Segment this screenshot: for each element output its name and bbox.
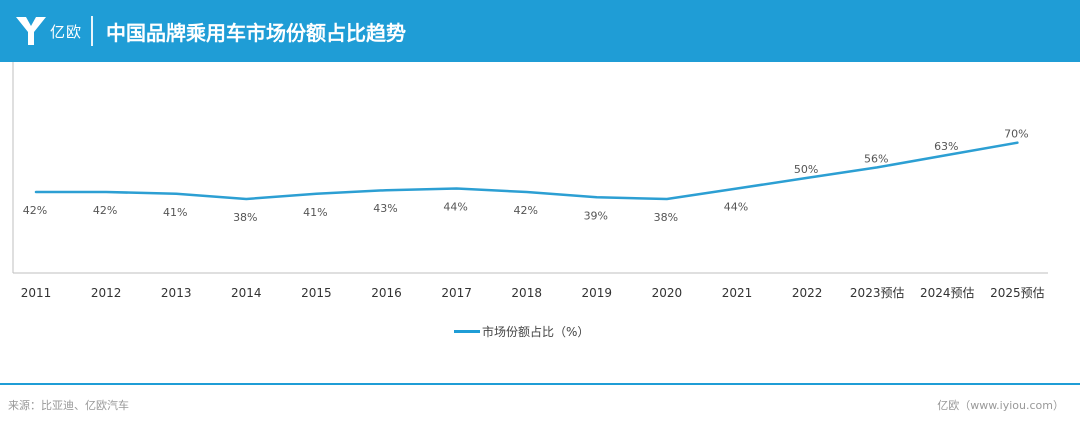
legend-swatch (454, 329, 480, 333)
x-tick-label: 2018 (511, 286, 542, 300)
data-labels: 42% 42% 41% 38% 41% 43% 44% 42% 39% 38% 44% 50% 56% 6… (23, 128, 1029, 224)
x-tick-labels: 2011 2012 2013 2014 2015 2016 2017 2018 2019 2020… (21, 286, 1045, 300)
x-tick-label: 2024预估 (920, 286, 975, 300)
logo-text: 亿欧 (50, 23, 83, 41)
data-label: 41% (163, 206, 187, 219)
data-label: 44% (443, 201, 467, 214)
yiou-logo-icon (16, 17, 46, 45)
data-label: 42% (513, 204, 537, 217)
series-line (34, 141, 1019, 201)
data-label: 42% (23, 204, 47, 217)
x-tick-label: 2025预估 (990, 286, 1045, 300)
header-divider (91, 16, 93, 46)
x-tick-label: 2011 (21, 286, 52, 300)
data-label: 50% (794, 163, 818, 176)
x-tick-label: 2013 (161, 286, 192, 300)
credit-note: 亿欧（www.iyiou.com） (937, 399, 1064, 412)
header-bar: 亿欧 中国品牌乘用车市场份额占比趋势 (0, 0, 1080, 62)
x-tick-label: 2016 (371, 286, 402, 300)
data-label: 63% (934, 140, 958, 153)
data-label: 44% (724, 201, 748, 214)
x-tick-label: 2017 (441, 286, 472, 300)
x-tick-label: 2022 (792, 286, 823, 300)
chart-legend: 市场份额占比（%） (454, 322, 589, 340)
data-label: 39% (584, 209, 608, 222)
x-tick-label: 2015 (301, 286, 332, 300)
x-tick-label: 2020 (652, 286, 683, 300)
data-label: 42% (93, 204, 117, 217)
x-tick-label: 2019 (582, 286, 613, 300)
data-label: 38% (233, 211, 257, 224)
x-tick-label: 2021 (722, 286, 753, 300)
data-label: 70% (1004, 128, 1028, 141)
x-tick-label: 2012 (91, 286, 122, 300)
data-label: 38% (654, 211, 678, 224)
page-title: 中国品牌乘用车市场份额占比趋势 (106, 21, 406, 45)
data-label: 43% (373, 202, 397, 215)
legend-label: 市场份额占比（%） (482, 324, 590, 339)
x-tick-label: 2023预估 (850, 286, 905, 300)
footer-divider (0, 383, 1080, 385)
x-tick-label: 2014 (231, 286, 262, 300)
data-label: 41% (303, 206, 327, 219)
source-note: 来源：比亚迪、亿欧汽车 (8, 399, 129, 412)
data-label: 56% (864, 152, 888, 165)
line-chart: 42% 42% 41% 38% 41% 43% 44% 42% 39% 38% 44% 50% 56% 6… (12, 62, 1048, 300)
